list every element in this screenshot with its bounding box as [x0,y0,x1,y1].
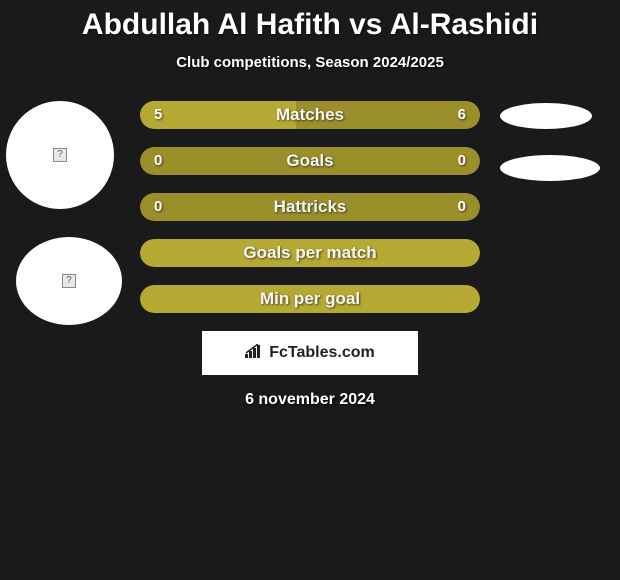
right-ellipse-1 [500,103,592,129]
stat-bar-goals-per-match: Goals per match [140,239,480,267]
bar-label: Goals per match [140,239,480,267]
image-placeholder-icon: ? [53,148,67,162]
bar-label: Hattricks [140,193,480,221]
bar-label: Goals [140,147,480,175]
stat-bar-goals: 00Goals [140,147,480,175]
stat-bar-min-per-goal: Min per goal [140,285,480,313]
stat-bar-matches: 56Matches [140,101,480,129]
chart-icon [245,344,263,363]
right-ellipse-2 [500,155,600,181]
stat-bars: 56Matches 00Goals 00Hattricks Goals per mat… [140,101,480,313]
stat-bar-hattricks: 00Hattricks [140,193,480,221]
page-title: Abdullah Al Hafith vs Al-Rashidi [0,0,620,42]
player-2-avatar: ? [16,237,122,325]
source-logo: FcTables.com [202,331,418,375]
comparison-region: ? ? 56Matches 00Goals 00Hattricks Goals per… [0,101,620,409]
image-placeholder-icon: ? [62,274,76,288]
snapshot-date: 6 november 2024 [0,391,620,409]
bar-label: Matches [140,101,480,129]
page-subtitle: Club competitions, Season 2024/2025 [0,54,620,71]
player-1-avatar: ? [6,101,114,209]
bar-label: Min per goal [140,285,480,313]
source-logo-text: FcTables.com [269,344,375,362]
